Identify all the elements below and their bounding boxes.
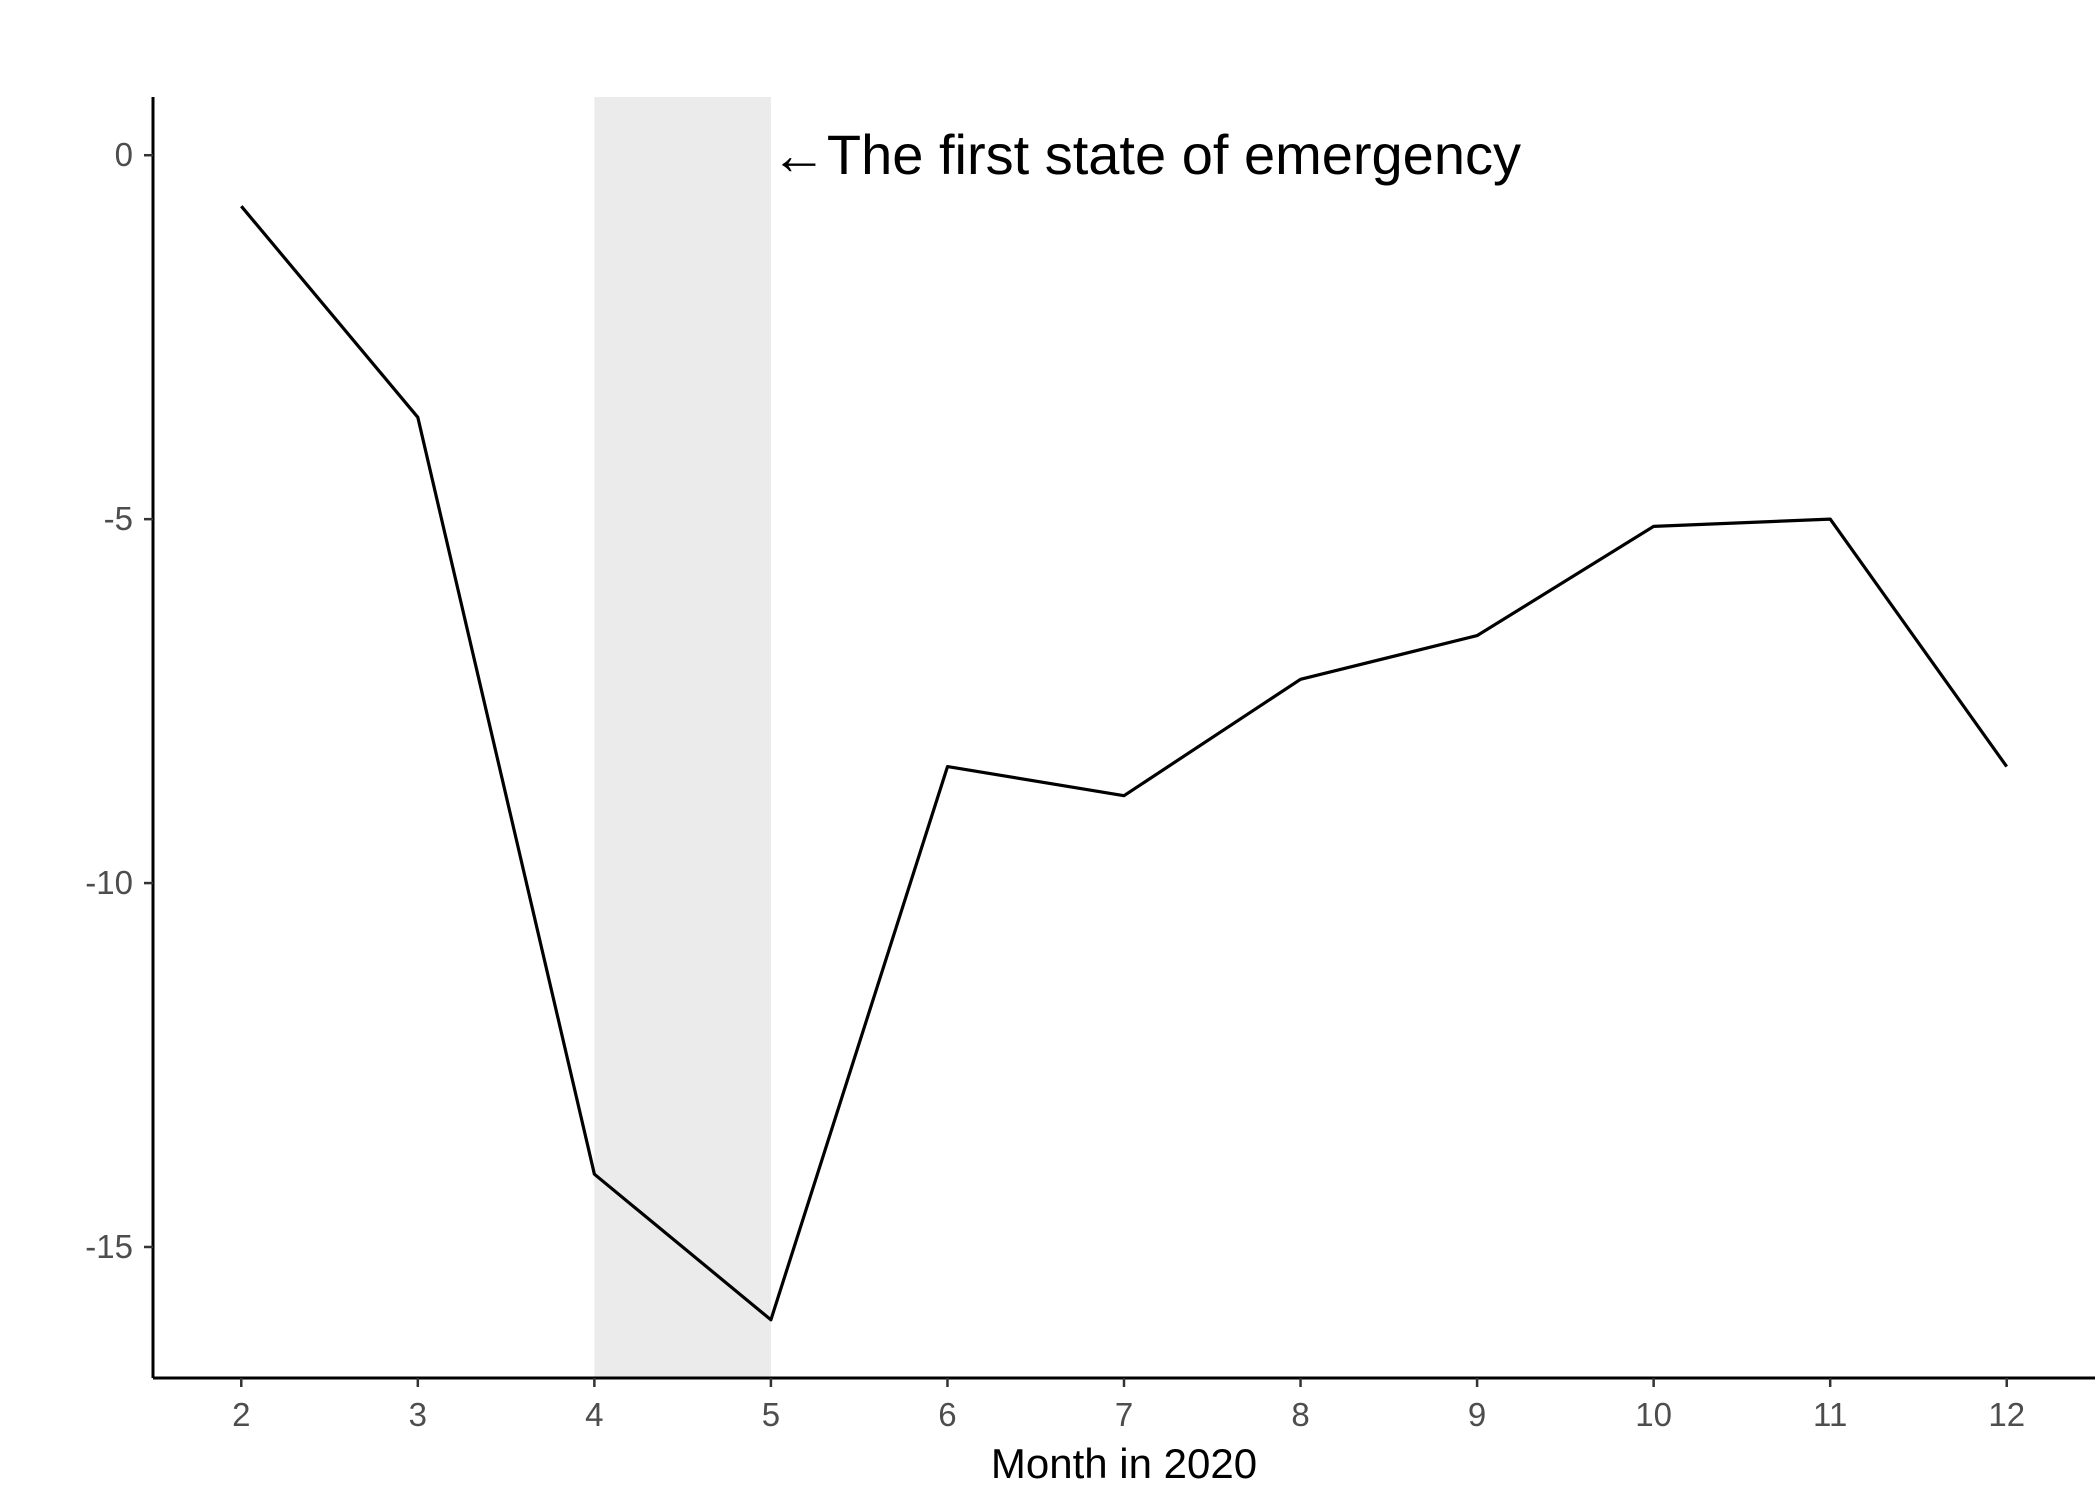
x-tick-label: 9: [1468, 1396, 1486, 1433]
axes-layer: 0 -5 -10 -15 2 3 4 5 6 7 8 9 10 11 12: [85, 97, 2095, 1433]
y-tick-label: -15: [85, 1228, 133, 1265]
series-layer: [240, 205, 2009, 1322]
emergency-shaded-region: [594, 97, 771, 1378]
x-tick-label: 2: [232, 1396, 250, 1433]
x-tick-label: 5: [762, 1396, 780, 1433]
y-tick-label: -5: [104, 500, 133, 537]
x-tick-label: 7: [1115, 1396, 1133, 1433]
y-tick-label: 0: [115, 136, 133, 173]
x-tick-label: 12: [1988, 1396, 2025, 1433]
x-tick-label: 8: [1291, 1396, 1309, 1433]
x-axis-title: Month in 2020: [991, 1440, 1257, 1487]
x-tick-label: 11: [1813, 1396, 1847, 1433]
x-tick-label: 10: [1635, 1396, 1672, 1433]
series-line: [240, 205, 2009, 1322]
x-tick-label: 3: [409, 1396, 427, 1433]
shaded-region-layer: [594, 97, 771, 1378]
annotation-label: ←The first state of emergency: [771, 123, 1521, 186]
y-tick-label: -10: [85, 864, 133, 901]
x-tick-label: 4: [585, 1396, 603, 1433]
x-tick-label: 6: [938, 1396, 956, 1433]
